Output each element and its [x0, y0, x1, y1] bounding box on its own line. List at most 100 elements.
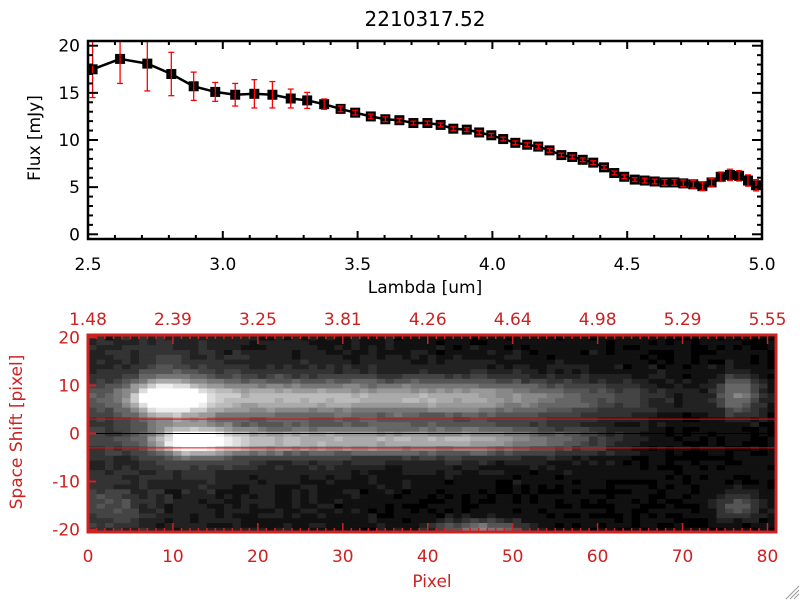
heatmap-cell: [427, 363, 437, 370]
heatmap-cell: [631, 344, 641, 351]
heatmap-cell: [733, 354, 743, 360]
heatmap-cell: [351, 363, 361, 370]
heatmap-cell: [470, 522, 480, 528]
heatmap-cell: [699, 498, 709, 504]
heatmap-cell: [249, 483, 259, 490]
heatmap-cell: [266, 498, 276, 504]
heatmap-cell: [104, 479, 115, 485]
heatmap-cell: [691, 522, 701, 528]
heatmap-cell: [172, 383, 183, 389]
heatmap-cell: [138, 522, 149, 528]
heatmap-cell: [606, 392, 616, 399]
heatmap-cell: [691, 411, 701, 418]
heatmap-cell: [487, 488, 497, 495]
heatmap-cell: [113, 349, 123, 355]
heatmap-cell: [317, 335, 327, 341]
heatmap-cell: [495, 522, 505, 528]
heatmap-cell: [368, 349, 378, 355]
heatmap-cell: [104, 474, 115, 480]
heatmap-cell: [691, 503, 701, 509]
heatmap-cell: [104, 464, 115, 471]
heatmap-cell: [623, 440, 633, 447]
heatmap-cell: [767, 402, 777, 408]
heatmap-cell: [623, 421, 633, 427]
heatmap-cell: [274, 349, 284, 355]
heatmap-cell: [742, 512, 752, 519]
heatmap-cell: [291, 426, 301, 432]
heatmap-cell: [113, 507, 123, 514]
heatmap-cell: [495, 407, 505, 413]
wavelength-tick-label: 3.81: [324, 310, 362, 330]
heatmap-cell: [368, 493, 378, 499]
heatmap-cell: [385, 387, 395, 394]
heatmap-cell: [597, 368, 607, 375]
wavelength-tick-label: 5.55: [749, 310, 787, 330]
heatmap-cell: [121, 411, 132, 418]
heatmap-cell: [529, 378, 539, 384]
heatmap-cell: [427, 435, 437, 442]
heatmap-cell: [674, 512, 684, 519]
heatmap-cell: [96, 397, 106, 403]
heatmap-cell: [359, 363, 369, 370]
heatmap-cell: [325, 455, 335, 461]
heatmap-cell: [614, 426, 624, 432]
heatmap-cell: [410, 378, 420, 384]
heatmap-cell: [538, 522, 548, 528]
heatmap-cell: [487, 339, 497, 346]
heatmap-cell: [487, 392, 497, 399]
heatmap-cell: [283, 344, 293, 351]
heatmap-cell: [606, 411, 616, 418]
heatmap-cell: [699, 349, 709, 355]
heatmap-cell: [113, 474, 123, 480]
heatmap-cell: [589, 512, 599, 519]
heatmap-cell: [342, 335, 352, 341]
heatmap-cell: [215, 474, 225, 480]
heatmap-cell: [427, 450, 437, 456]
heatmap-cell: [317, 488, 327, 495]
heatmap-cell: [461, 373, 471, 379]
heatmap-cell: [419, 479, 429, 485]
heatmap-cell: [249, 527, 259, 533]
heatmap-cell: [478, 493, 488, 499]
heatmap-cell: [555, 397, 565, 403]
heatmap-cell: [291, 517, 301, 523]
heatmap-cell: [351, 378, 361, 384]
heatmap-cell: [665, 373, 675, 379]
heatmap-cell: [640, 373, 650, 379]
heatmap-cell: [750, 339, 760, 346]
heatmap-cell: [359, 354, 369, 360]
heatmap-cell: [240, 493, 250, 499]
heatmap-cell: [538, 339, 548, 346]
heatmap-cell: [138, 407, 149, 413]
resize-grip-icon[interactable]: [785, 585, 800, 600]
heatmap-cell: [665, 464, 675, 471]
heatmap-cell: [147, 354, 157, 360]
heatmap-cell: [189, 407, 200, 413]
heatmap-cell: [614, 527, 624, 533]
heatmap-cell: [351, 387, 361, 394]
heatmap-cell: [682, 450, 692, 456]
heatmap-cell: [88, 503, 98, 509]
heatmap-cell: [385, 368, 395, 375]
error-bar: [144, 41, 151, 92]
heatmap-cell: [385, 435, 395, 442]
heatmap-cell: [104, 421, 115, 427]
heatmap-cell: [742, 387, 752, 394]
heatmap-cell: [249, 368, 259, 375]
heatmap-cell: [359, 522, 369, 528]
heatmap-cell: [410, 435, 420, 442]
heatmap-cell: [606, 517, 616, 523]
heatmap-cell: [665, 359, 675, 365]
heatmap-cell: [725, 493, 735, 499]
heatmap-cell: [181, 411, 191, 418]
heatmap-cell: [521, 402, 531, 408]
heatmap-cell: [529, 392, 539, 399]
heatmap-cell: [223, 455, 233, 461]
heatmap-cell: [461, 459, 471, 466]
heatmap-cell: [606, 483, 616, 490]
heatmap-cell: [750, 493, 760, 499]
heatmap-cell: [555, 426, 565, 432]
heatmap-cell: [419, 344, 429, 351]
heatmap-cell: [266, 450, 276, 456]
heatmap-cell: [223, 383, 233, 389]
